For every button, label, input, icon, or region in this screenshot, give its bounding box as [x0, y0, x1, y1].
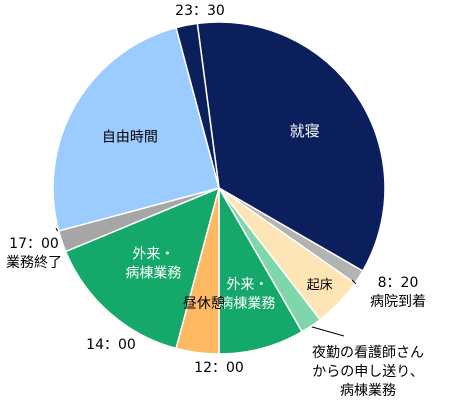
pie-slice-8	[52, 26, 220, 232]
pie-slice-0	[196, 21, 386, 272]
annotation-time-0820: 8：20 病院到着	[370, 275, 426, 310]
slice-label-0: 就寝	[290, 122, 320, 140]
pie-slice-4	[218, 187, 303, 355]
annotation-time-1700: 17：00 業務終了	[6, 236, 62, 271]
slice-label-5: 昼休憩	[183, 295, 225, 312]
pie-slice-9	[175, 22, 220, 189]
annotation-time-2330: 23：30	[175, 3, 225, 19]
annotation-time-1200: 12：00	[194, 360, 244, 376]
slice-label-4: 外来・病棟業務	[219, 277, 275, 312]
pie-slices	[52, 21, 386, 355]
slice-label-8: 自由時間	[102, 129, 158, 145]
annotation-night-handover: 夜勤の看護師さんからの申し送り、病棟業務	[312, 345, 424, 399]
pie-annotations: 23：30 8：20 病院到着 12：00 14：00 17：00 業務終了夜勤の看護師さん…	[6, 3, 426, 399]
pie-slice-6	[64, 187, 220, 350]
leader-line-night-handover	[311, 326, 345, 337]
slice-label-6: 外来・病棟業務	[125, 246, 181, 281]
leader-line-time-0820	[351, 279, 357, 285]
annotation-time-1400: 14：00	[86, 337, 136, 353]
leader-line-time-1700	[55, 227, 59, 232]
slice-label-2: 起床	[307, 278, 333, 293]
